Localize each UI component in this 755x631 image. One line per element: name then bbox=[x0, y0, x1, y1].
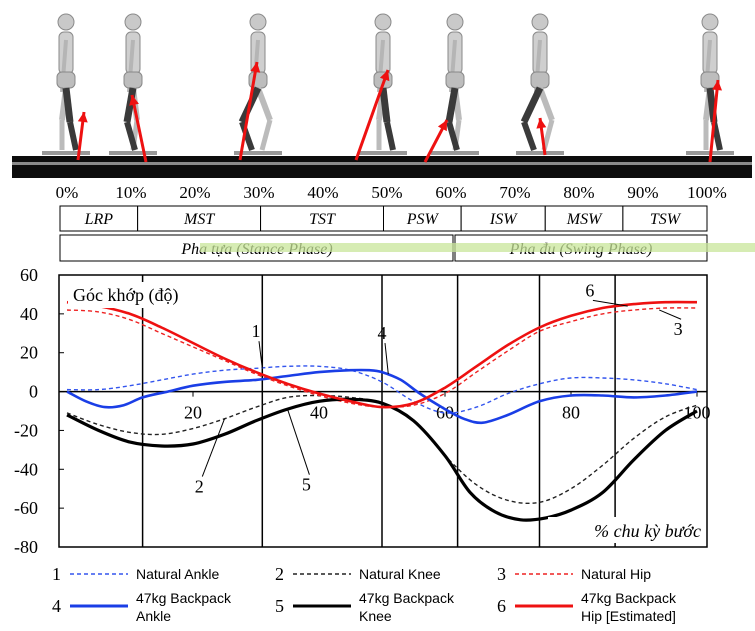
callouts: 1 2 3 4 5 6 bbox=[195, 280, 683, 496]
legend-number: 2 bbox=[275, 564, 284, 584]
legend-label: Natural Knee bbox=[359, 566, 441, 582]
legend-label: Natural Hip bbox=[581, 566, 651, 582]
force-arrow bbox=[129, 94, 148, 163]
percent-label: 80% bbox=[563, 183, 594, 202]
y-axis-label: Góc khớp (độ) bbox=[73, 285, 179, 306]
percent-label: 50% bbox=[371, 183, 402, 202]
phase-groups: Pha tựa (Stance Phase) Pha đu (Swing Pha… bbox=[59, 234, 755, 262]
overlay-band bbox=[200, 243, 755, 252]
skeleton-figure bbox=[516, 13, 564, 155]
legend-label-cont: Knee bbox=[359, 608, 392, 624]
y-axis: 60 40 20 0 -20 -40 -60 -80 bbox=[14, 265, 707, 557]
skeleton-figure bbox=[42, 13, 90, 155]
legend-label-cont: Hip [Estimated] bbox=[581, 608, 676, 624]
callout-leader bbox=[659, 309, 682, 320]
percent-label: 10% bbox=[115, 183, 146, 202]
series-line bbox=[66, 368, 698, 425]
y-tick-label: -40 bbox=[14, 459, 38, 479]
skeleton-figure bbox=[431, 13, 479, 155]
walkway-highlight bbox=[12, 162, 752, 165]
phase-box bbox=[383, 205, 462, 232]
callout-number: 5 bbox=[302, 475, 311, 495]
gait-illustration-strip bbox=[12, 13, 752, 178]
legend-label: 47kg Backpack bbox=[359, 590, 455, 606]
phase-box bbox=[137, 205, 262, 232]
phase-box-label: MST bbox=[183, 211, 215, 228]
y-tick-label: 20 bbox=[20, 343, 38, 363]
callout-leader bbox=[258, 341, 263, 369]
phase-box bbox=[59, 205, 139, 232]
skeleton-figure bbox=[234, 13, 282, 155]
phase-box-label: ISW bbox=[489, 211, 518, 228]
percent-label: 20% bbox=[179, 183, 210, 202]
callout-number: 4 bbox=[378, 323, 387, 343]
x-tick-label: 80 bbox=[562, 403, 580, 423]
phase-box-label: TST bbox=[309, 211, 336, 228]
percent-label: 100% bbox=[687, 183, 727, 202]
y-tick-label: 60 bbox=[20, 265, 38, 285]
y-tick-label: -20 bbox=[14, 420, 38, 440]
skeleton-figure bbox=[686, 13, 734, 155]
y-tick-label: -60 bbox=[14, 498, 38, 518]
plot-frame bbox=[58, 274, 708, 548]
force-arrow bbox=[423, 119, 449, 163]
force-arrow bbox=[238, 61, 261, 161]
walkway-bar bbox=[12, 156, 752, 178]
callout-leader bbox=[201, 418, 225, 477]
legend-number: 6 bbox=[497, 596, 506, 616]
xlabel-background bbox=[548, 517, 706, 543]
skeleton-figure bbox=[109, 13, 157, 155]
callout-leader bbox=[287, 408, 310, 475]
force-arrow bbox=[354, 69, 390, 161]
legend-number: 1 bbox=[52, 564, 61, 584]
legend-label: 47kg Backpack bbox=[136, 590, 232, 606]
x-tick-label: 40 bbox=[310, 403, 328, 423]
phase-divider-lines bbox=[141, 275, 616, 547]
series-group bbox=[66, 300, 698, 522]
percent-label: 60% bbox=[435, 183, 466, 202]
phase-box bbox=[460, 205, 546, 232]
phase-box-label: MSW bbox=[566, 211, 603, 228]
x-tick-label: 20 bbox=[184, 403, 202, 423]
legend-number: 4 bbox=[52, 596, 61, 616]
percent-label: 70% bbox=[499, 183, 530, 202]
legend-label-cont: Ankle bbox=[136, 608, 171, 624]
phase-box-label: TSW bbox=[650, 211, 682, 228]
callout-leader bbox=[592, 299, 628, 307]
phase-box-label: LRP bbox=[84, 211, 114, 228]
ylabel-background bbox=[68, 282, 250, 308]
legend-number: 3 bbox=[497, 564, 506, 584]
callout-number: 1 bbox=[252, 321, 261, 341]
y-tick-label: 0 bbox=[29, 382, 38, 402]
x-axis-label: % chu kỳ bước bbox=[594, 521, 701, 541]
callout-number: 3 bbox=[674, 319, 683, 339]
force-arrow bbox=[708, 79, 723, 163]
y-tick-label: 40 bbox=[20, 304, 38, 324]
legend-number: 5 bbox=[275, 596, 284, 616]
percent-label: 40% bbox=[307, 183, 338, 202]
series-line bbox=[66, 397, 698, 522]
callout-leader bbox=[384, 343, 389, 375]
phase-boxes: LRP MST TST PSW ISW MSW TSW bbox=[59, 205, 708, 232]
force-arrow bbox=[76, 111, 88, 161]
callout-number: 2 bbox=[195, 477, 204, 497]
legend-label: 47kg Backpack bbox=[581, 590, 677, 606]
callout-number: 6 bbox=[585, 280, 594, 300]
y-tick-label: -80 bbox=[14, 537, 38, 557]
percent-label: 0% bbox=[56, 183, 79, 202]
phase-box bbox=[622, 205, 708, 232]
percent-axis: 0% 10% 20% 30% 40% 50% 60% 70% 80% 90% 100% bbox=[56, 183, 727, 202]
phase-box-label: PSW bbox=[406, 211, 440, 228]
series-line bbox=[66, 300, 698, 409]
percent-label: 30% bbox=[243, 183, 274, 202]
legend-label: Natural Ankle bbox=[136, 566, 219, 582]
force-arrow bbox=[536, 117, 547, 156]
percent-label: 90% bbox=[627, 183, 658, 202]
legend: 1 Natural Ankle 2 Natural Knee 3 Natural Hip 4… bbox=[52, 564, 677, 624]
